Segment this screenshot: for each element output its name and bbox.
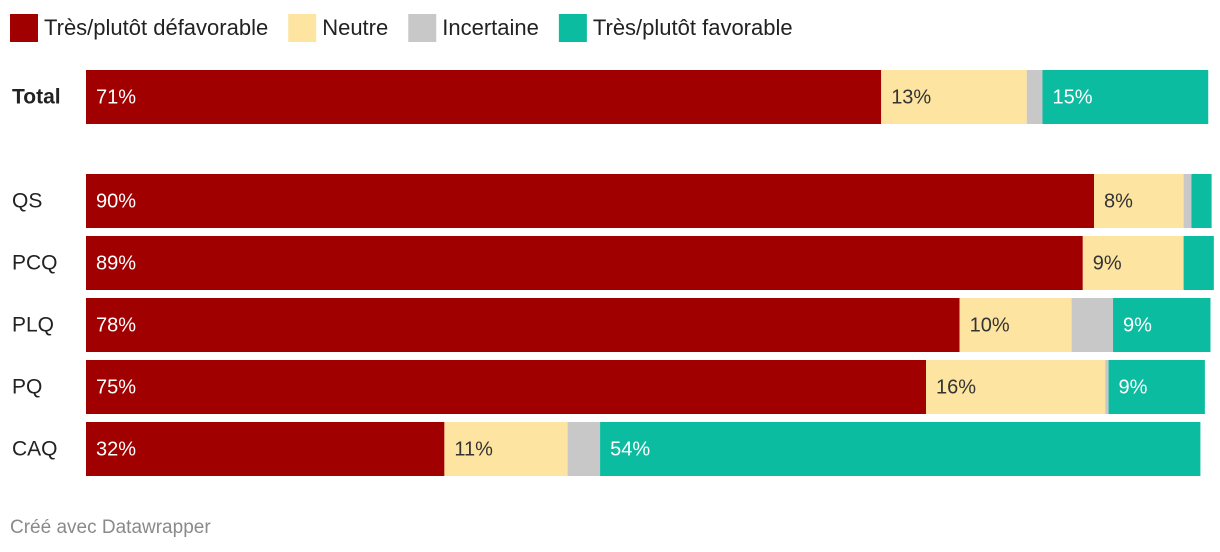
bar-segment xyxy=(1042,70,1209,124)
category-label: QS xyxy=(12,190,42,213)
bar-segment xyxy=(1113,298,1211,352)
bar-segment xyxy=(86,236,1083,290)
bar-segment xyxy=(86,174,1094,228)
bar-segment xyxy=(959,298,1072,352)
value-label: 71% xyxy=(96,86,136,108)
bar-segment xyxy=(1108,360,1205,414)
category-label: PLQ xyxy=(12,314,54,337)
bar-segment xyxy=(444,422,568,476)
bar-segment xyxy=(1026,70,1043,124)
bar-segment xyxy=(86,70,882,124)
value-label: 89% xyxy=(96,252,136,274)
value-label: 75% xyxy=(96,376,136,398)
value-label: 9% xyxy=(1123,314,1152,336)
bar-segment xyxy=(1082,236,1184,290)
category-label: PQ xyxy=(12,376,42,399)
value-label: 78% xyxy=(96,314,136,336)
value-label: 16% xyxy=(936,376,976,398)
value-label: 32% xyxy=(96,438,136,460)
legend-label: Incertaine xyxy=(442,15,539,40)
value-label: 10% xyxy=(970,314,1010,336)
value-label: 15% xyxy=(1052,86,1092,108)
bar-segment xyxy=(1183,174,1192,228)
footer: Créé avec Datawrapper xyxy=(10,517,211,538)
value-label: 9% xyxy=(1119,376,1148,398)
value-label: 9% xyxy=(1093,252,1122,274)
bar-segment xyxy=(1191,174,1212,228)
bar-segment xyxy=(926,360,1106,414)
bar-segment xyxy=(86,360,926,414)
category-label: PCQ xyxy=(12,252,58,275)
value-label: 11% xyxy=(454,438,493,460)
legend-label: Très/plutôt favorable xyxy=(593,15,793,40)
legend-label: Très/plutôt défavorable xyxy=(44,15,268,40)
category-label: Total xyxy=(12,86,61,109)
bar-segment xyxy=(86,298,960,352)
bar-segment xyxy=(1105,360,1109,414)
bar-segment xyxy=(86,422,445,476)
legend-swatch xyxy=(408,14,437,42)
value-label: 54% xyxy=(610,438,650,460)
value-label: 8% xyxy=(1104,190,1133,212)
bar-segment xyxy=(1094,174,1184,228)
bar-segment xyxy=(881,70,1027,124)
legend-swatch xyxy=(558,14,587,42)
value-label: 90% xyxy=(96,190,136,212)
bar-segment xyxy=(1071,298,1114,352)
category-label: CAQ xyxy=(12,438,58,461)
legend-label: Neutre xyxy=(322,15,388,40)
legend-swatch xyxy=(10,14,38,42)
legend-swatch xyxy=(288,14,317,42)
bar-segment xyxy=(567,422,601,476)
bar-segment xyxy=(600,422,1201,476)
bar-segment xyxy=(1183,236,1214,290)
value-label: 13% xyxy=(891,86,931,108)
